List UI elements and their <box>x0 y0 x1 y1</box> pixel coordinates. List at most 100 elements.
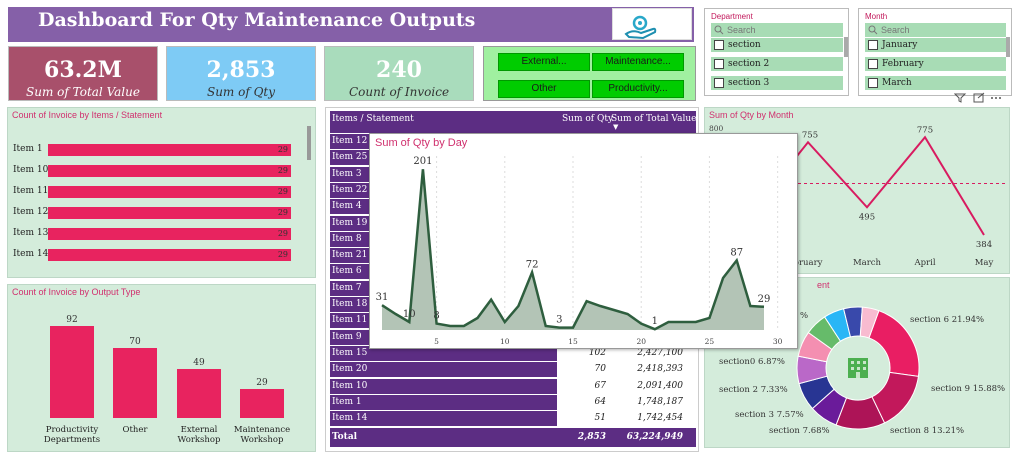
x-tick-label: Other <box>123 425 149 435</box>
scrollbar[interactable] <box>307 126 311 160</box>
kpi-count-invoice: 240 Count of Invoice <box>324 46 474 101</box>
checkbox[interactable] <box>714 59 724 69</box>
bar[interactable] <box>177 369 221 418</box>
scrollbar[interactable] <box>844 37 848 57</box>
department-search-input[interactable]: Search <box>711 23 843 37</box>
invoice-by-output-title: Count of Invoice by Output Type <box>12 287 141 297</box>
bar-value-label: 29 <box>277 229 288 238</box>
scrollbar[interactable] <box>1006 37 1010 57</box>
x-tick-label: Productivity <box>46 425 99 435</box>
column-header-total[interactable]: Sum of Total Value <box>611 114 697 124</box>
department-option-label: section <box>728 40 761 50</box>
focus-mode-icon[interactable] <box>973 92 985 103</box>
department-slicer: Department Search section section 2 sect… <box>704 8 849 96</box>
nav-button-maintenance[interactable]: Maintenance... <box>592 53 684 71</box>
invoice-by-items-panel: Count of Invoice by Items / Statement It… <box>7 107 316 278</box>
kpi-sum-qty: 2,853 Sum of Qty <box>166 46 316 101</box>
month-search-input[interactable]: Search <box>865 23 1006 37</box>
department-option-section[interactable]: section <box>711 38 843 52</box>
department-option-section-2[interactable]: section 2 <box>711 57 843 71</box>
table-cell-qty: 102 <box>588 347 606 358</box>
table-row[interactable]: Item 1 <box>330 394 557 410</box>
table-row[interactable]: Item 14 <box>330 411 557 427</box>
bar[interactable]: 29 <box>48 249 291 261</box>
slice-label: section0 6.87% <box>719 357 785 367</box>
month-option-january[interactable]: January <box>865 38 1006 52</box>
bar[interactable]: 29 <box>48 165 291 177</box>
slice-label: section 3 7.57% <box>735 410 804 420</box>
data-label: 31 <box>376 292 389 303</box>
department-donut-chart: section 6 21.94% section 9 15.88% section … <box>719 306 1005 436</box>
qty-by-month-chart: 800 755 bruary 495 March 775 April 384 May <box>709 124 1007 268</box>
x-tick-label: External <box>181 425 218 435</box>
x-tick-label: Maintenance <box>234 425 290 435</box>
invoice-by-items-title: Count of Invoice by Items / Statement <box>12 110 163 120</box>
header-bar <box>8 7 694 42</box>
department-slicer-title: Department <box>711 12 753 21</box>
checkbox[interactable] <box>868 78 878 88</box>
table-cell-total: 1,748,187 <box>637 396 683 407</box>
nav-button-external[interactable]: External... <box>498 53 590 71</box>
month-option-february[interactable]: February <box>865 57 1006 71</box>
search-icon <box>868 25 878 35</box>
building-window <box>863 367 866 370</box>
kpi-total-value: 63.2M Sum of Total Value <box>8 46 158 101</box>
month-option-march[interactable]: March <box>865 76 1006 90</box>
table-total-row <box>330 428 696 447</box>
bar[interactable]: 29 <box>48 144 291 156</box>
slice-label: section 2 7.33% <box>719 385 788 395</box>
nav-button-other[interactable]: Other <box>498 80 590 98</box>
logo <box>612 8 692 40</box>
qty-by-day-tooltip: Sum of Qty by Day 31 10 201 8 72 3 1 87 29 5 10 15 2… <box>369 133 798 349</box>
bar-value-label: 70 <box>129 337 141 347</box>
bar[interactable]: 29 <box>48 186 291 198</box>
bar-category-label: Item 1 <box>13 144 43 154</box>
bar[interactable] <box>50 326 94 418</box>
series-line <box>381 169 765 331</box>
bar[interactable]: 29 <box>48 207 291 219</box>
building-window <box>851 361 854 364</box>
table-row[interactable]: Item 15 <box>330 345 557 361</box>
nav-button-productivity[interactable]: Productivity... <box>592 80 684 98</box>
month-slicer: Month Search January February March <box>858 8 1012 96</box>
kpi-count-invoice-label: Count of Invoice <box>348 85 450 99</box>
checkbox[interactable] <box>868 40 878 50</box>
series-line <box>784 135 985 236</box>
column-header-qty[interactable]: Sum of Qty <box>562 114 614 124</box>
qty-by-month-title: Sum of Qty by Month <box>709 110 794 120</box>
data-label: 1 <box>652 316 658 327</box>
data-label: 755 <box>802 130 818 140</box>
slice-label: section 8 13.21% <box>890 426 964 436</box>
visual-toolbar <box>954 92 1001 103</box>
kpi-total-value-label: Sum of Total Value <box>26 85 140 99</box>
more-options-icon[interactable] <box>991 97 1001 99</box>
donut-slice[interactable] <box>859 306 880 339</box>
department-option-label: section 2 <box>728 59 770 69</box>
bar-category-label: Item 12 <box>13 207 49 217</box>
bar[interactable] <box>113 348 157 418</box>
bar-value-label: 29 <box>277 166 288 175</box>
bar[interactable]: 29 <box>48 228 291 240</box>
table-cell-total: 2,427,100 <box>637 347 683 358</box>
bar-value-label: 49 <box>193 358 205 368</box>
filter-icon[interactable] <box>954 93 967 103</box>
table-row[interactable]: Item 10 <box>330 378 557 394</box>
department-option-label: section 3 <box>728 78 770 88</box>
dashboard-title: Dashboard For Qty Maintenance Outputs <box>38 9 476 31</box>
table-row[interactable]: Item 20 <box>330 362 557 378</box>
x-tick-label: bruary <box>794 258 823 268</box>
x-tick-label: Workshop <box>241 435 284 445</box>
nav-button-panel: External... Maintenance... Other Product… <box>483 46 696 101</box>
month-option-label: March <box>882 78 912 88</box>
checkbox[interactable] <box>868 59 878 69</box>
y-tick-label: 800 <box>709 124 724 133</box>
bar[interactable] <box>240 389 284 418</box>
column-header-items[interactable]: Items / Statement <box>332 114 414 124</box>
checkbox[interactable] <box>714 40 724 50</box>
data-label: 72 <box>526 259 539 270</box>
department-option-section-3[interactable]: section 3 <box>711 76 843 90</box>
x-tick-label: 20 <box>636 337 646 346</box>
bar-value-label: 92 <box>66 315 77 325</box>
checkbox[interactable] <box>714 78 724 88</box>
sort-desc-icon[interactable]: ▼ <box>613 123 619 131</box>
